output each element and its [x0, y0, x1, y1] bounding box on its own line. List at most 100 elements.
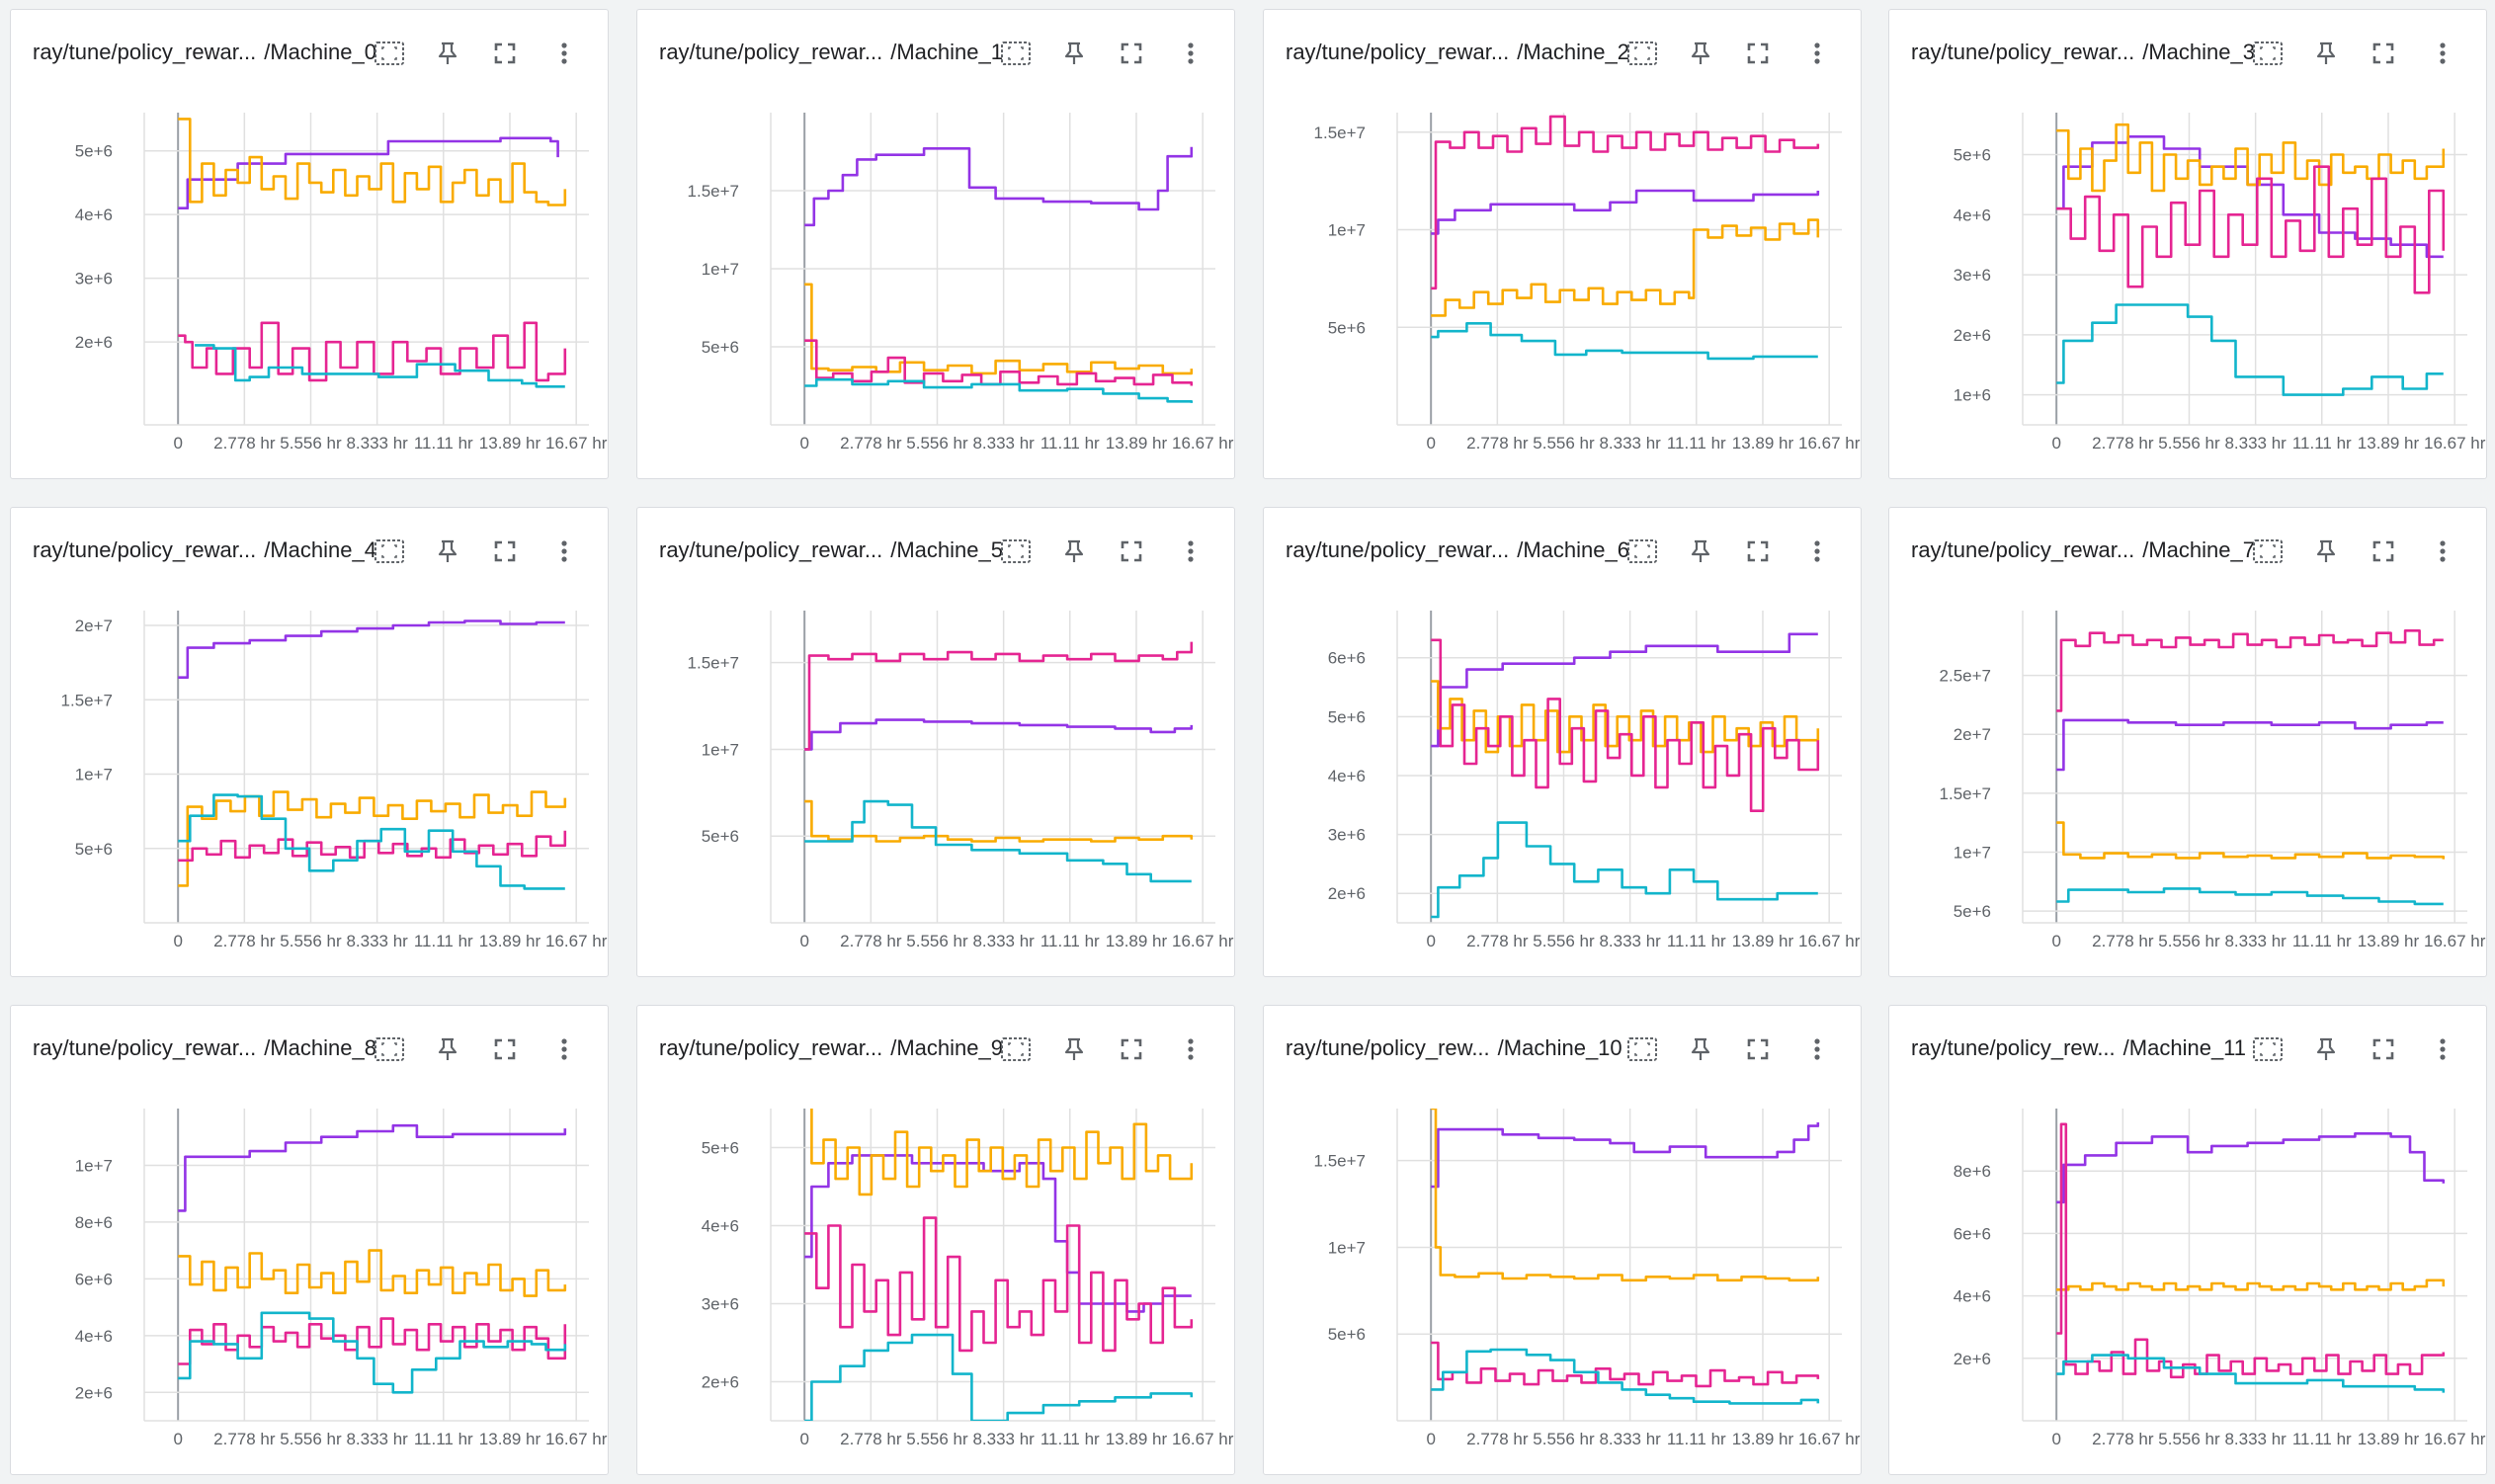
- more-vert-button[interactable]: [1173, 36, 1208, 71]
- fullscreen-icon: [493, 41, 517, 65]
- series-line-cyan: [178, 1311, 567, 1394]
- chart-plot-area[interactable]: 0 2.778 hr 5.556 hr 8.333 hr 11.11 hr 13.89 h…: [1264, 579, 1863, 972]
- series-line-purple: [804, 718, 1194, 751]
- series-line-pink: [2056, 628, 2444, 712]
- fit-domain-button[interactable]: [998, 534, 1034, 569]
- fullscreen-button[interactable]: [487, 36, 523, 71]
- y-tick-label: 5e+6: [1328, 707, 1366, 726]
- chart-plot-area[interactable]: 0 2.778 hr 5.556 hr 8.333 hr 11.11 hr 13.89 h…: [1889, 1077, 2488, 1470]
- fullscreen-icon: [2371, 1037, 2395, 1061]
- series-line-orange: [2056, 821, 2446, 860]
- more-vert-button[interactable]: [2425, 36, 2460, 71]
- fit-domain-button[interactable]: [372, 36, 407, 71]
- series-line-cyan: [2056, 1354, 2446, 1393]
- fit-domain-button[interactable]: [1624, 36, 1660, 71]
- more-vert-button[interactable]: [1799, 1031, 1835, 1067]
- y-tick-label: 2e+6: [1954, 326, 1991, 345]
- fullscreen-button[interactable]: [1740, 36, 1776, 71]
- pin-button[interactable]: [2308, 1031, 2344, 1067]
- pin-button[interactable]: [430, 534, 465, 569]
- more-vert-button[interactable]: [1173, 1031, 1208, 1067]
- chart-plot-area[interactable]: 0 2.778 hr 5.556 hr 8.333 hr 11.11 hr 13.89 h…: [1264, 1077, 1863, 1470]
- pin-icon: [437, 41, 458, 66]
- chart-plot-area[interactable]: 0 2.778 hr 5.556 hr 8.333 hr 11.11 hr 13.89 h…: [637, 579, 1236, 972]
- chart-title: ray/tune/policy_rewar... /Machine_2: [1286, 40, 1629, 65]
- chart-plot-area[interactable]: 0 2.778 hr 5.556 hr 8.333 hr 11.11 hr 13.89 h…: [11, 1077, 610, 1470]
- x-tick-label: 16.67 hr: [2424, 434, 2486, 453]
- y-tick-label: 1e+7: [1328, 221, 1366, 240]
- x-tick-label: 5.556 hr: [2158, 932, 2220, 950]
- pin-button[interactable]: [1056, 36, 1092, 71]
- more-vert-button[interactable]: [546, 534, 582, 569]
- fullscreen-button[interactable]: [487, 534, 523, 569]
- x-tick-label: 2.778 hr: [213, 932, 276, 950]
- series-line-purple: [1431, 1122, 1820, 1189]
- line-chart: 0 2.778 hr 5.556 hr 8.333 hr 11.11 hr 13.89 h…: [1314, 113, 1861, 453]
- pin-button[interactable]: [1056, 1031, 1092, 1067]
- chart-title-prefix: ray/tune/policy_rew...: [1286, 1035, 1490, 1060]
- fit-domain-button[interactable]: [2250, 534, 2286, 569]
- fit-domain-button[interactable]: [1624, 534, 1660, 569]
- fullscreen-button[interactable]: [1114, 36, 1149, 71]
- fullscreen-button[interactable]: [487, 1031, 523, 1067]
- pin-button[interactable]: [2308, 534, 2344, 569]
- x-tick-label: 0: [173, 1430, 182, 1448]
- chart-plot-area[interactable]: 0 2.778 hr 5.556 hr 8.333 hr 11.11 hr 13.89 h…: [1889, 81, 2488, 474]
- chart-plot-area[interactable]: 0 2.778 hr 5.556 hr 8.333 hr 11.11 hr 13.89 h…: [11, 579, 610, 972]
- x-tick-label: 13.89 hr: [2358, 434, 2420, 453]
- card-header: ray/tune/policy_rewar... /Machine_2: [1264, 10, 1861, 95]
- chart-plot-area[interactable]: 0 2.778 hr 5.556 hr 8.333 hr 11.11 hr 13.89 h…: [1889, 579, 2488, 972]
- pin-button[interactable]: [1683, 534, 1718, 569]
- pin-button[interactable]: [1056, 534, 1092, 569]
- fit-domain-button[interactable]: [372, 534, 407, 569]
- x-tick-label: 2.778 hr: [213, 434, 276, 453]
- chart-plot-area[interactable]: 0 2.778 hr 5.556 hr 8.333 hr 11.11 hr 13.89 h…: [637, 1077, 1236, 1470]
- series-line-cyan: [1431, 1348, 1820, 1405]
- more-vert-button[interactable]: [546, 36, 582, 71]
- y-tick-label: 6e+6: [1954, 1224, 1991, 1243]
- fullscreen-button[interactable]: [1114, 1031, 1149, 1067]
- fullscreen-button[interactable]: [2366, 1031, 2401, 1067]
- fit-domain-button[interactable]: [998, 36, 1034, 71]
- chart-plot-area[interactable]: 0 2.778 hr 5.556 hr 8.333 hr 11.11 hr 13.89 h…: [11, 81, 610, 474]
- pin-button[interactable]: [430, 1031, 465, 1067]
- fullscreen-icon: [2371, 539, 2395, 563]
- x-tick-label: 0: [2051, 434, 2060, 453]
- x-tick-label: 11.11 hr: [2292, 1430, 2352, 1448]
- fullscreen-button[interactable]: [2366, 534, 2401, 569]
- pin-button[interactable]: [1683, 1031, 1718, 1067]
- fit-domain-button[interactable]: [1624, 1031, 1660, 1067]
- fit-domain-button[interactable]: [372, 1031, 407, 1067]
- more-vert-button[interactable]: [1799, 534, 1835, 569]
- pin-button[interactable]: [2308, 36, 2344, 71]
- fit-domain-button[interactable]: [998, 1031, 1034, 1067]
- fullscreen-button[interactable]: [1114, 534, 1149, 569]
- more-vert-button[interactable]: [1799, 36, 1835, 71]
- series-line-pink: [178, 321, 567, 382]
- chart-title: ray/tune/policy_rewar... /Machine_4: [33, 537, 376, 563]
- x-tick-label: 13.89 hr: [1106, 434, 1168, 453]
- y-tick-label: 5e+6: [702, 338, 739, 357]
- fullscreen-icon: [1120, 1037, 1143, 1061]
- chart-plot-area[interactable]: 0 2.778 hr 5.556 hr 8.333 hr 11.11 hr 13.89 h…: [1264, 81, 1863, 474]
- x-tick-label: 2.778 hr: [840, 1430, 902, 1448]
- pin-button[interactable]: [1683, 36, 1718, 71]
- chart-plot-area[interactable]: 0 2.778 hr 5.556 hr 8.333 hr 11.11 hr 13.89 h…: [637, 81, 1236, 474]
- more-vert-button[interactable]: [2425, 534, 2460, 569]
- more-vert-button[interactable]: [546, 1031, 582, 1067]
- y-tick-label: 1e+7: [702, 740, 739, 759]
- more-vert-button[interactable]: [1173, 534, 1208, 569]
- more-vert-icon: [2439, 539, 2447, 563]
- fullscreen-button[interactable]: [2366, 36, 2401, 71]
- fit-domain-button[interactable]: [2250, 1031, 2286, 1067]
- fullscreen-button[interactable]: [1740, 1031, 1776, 1067]
- y-tick-label: 2e+7: [1954, 725, 1991, 744]
- fit-domain-button[interactable]: [2250, 36, 2286, 71]
- more-vert-button[interactable]: [2425, 1031, 2460, 1067]
- x-tick-label: 2.778 hr: [2092, 932, 2154, 950]
- x-tick-label: 11.11 hr: [1040, 932, 1100, 950]
- pin-button[interactable]: [430, 36, 465, 71]
- more-vert-icon: [1813, 1037, 1821, 1061]
- fullscreen-button[interactable]: [1740, 534, 1776, 569]
- series-line-cyan: [2056, 303, 2444, 396]
